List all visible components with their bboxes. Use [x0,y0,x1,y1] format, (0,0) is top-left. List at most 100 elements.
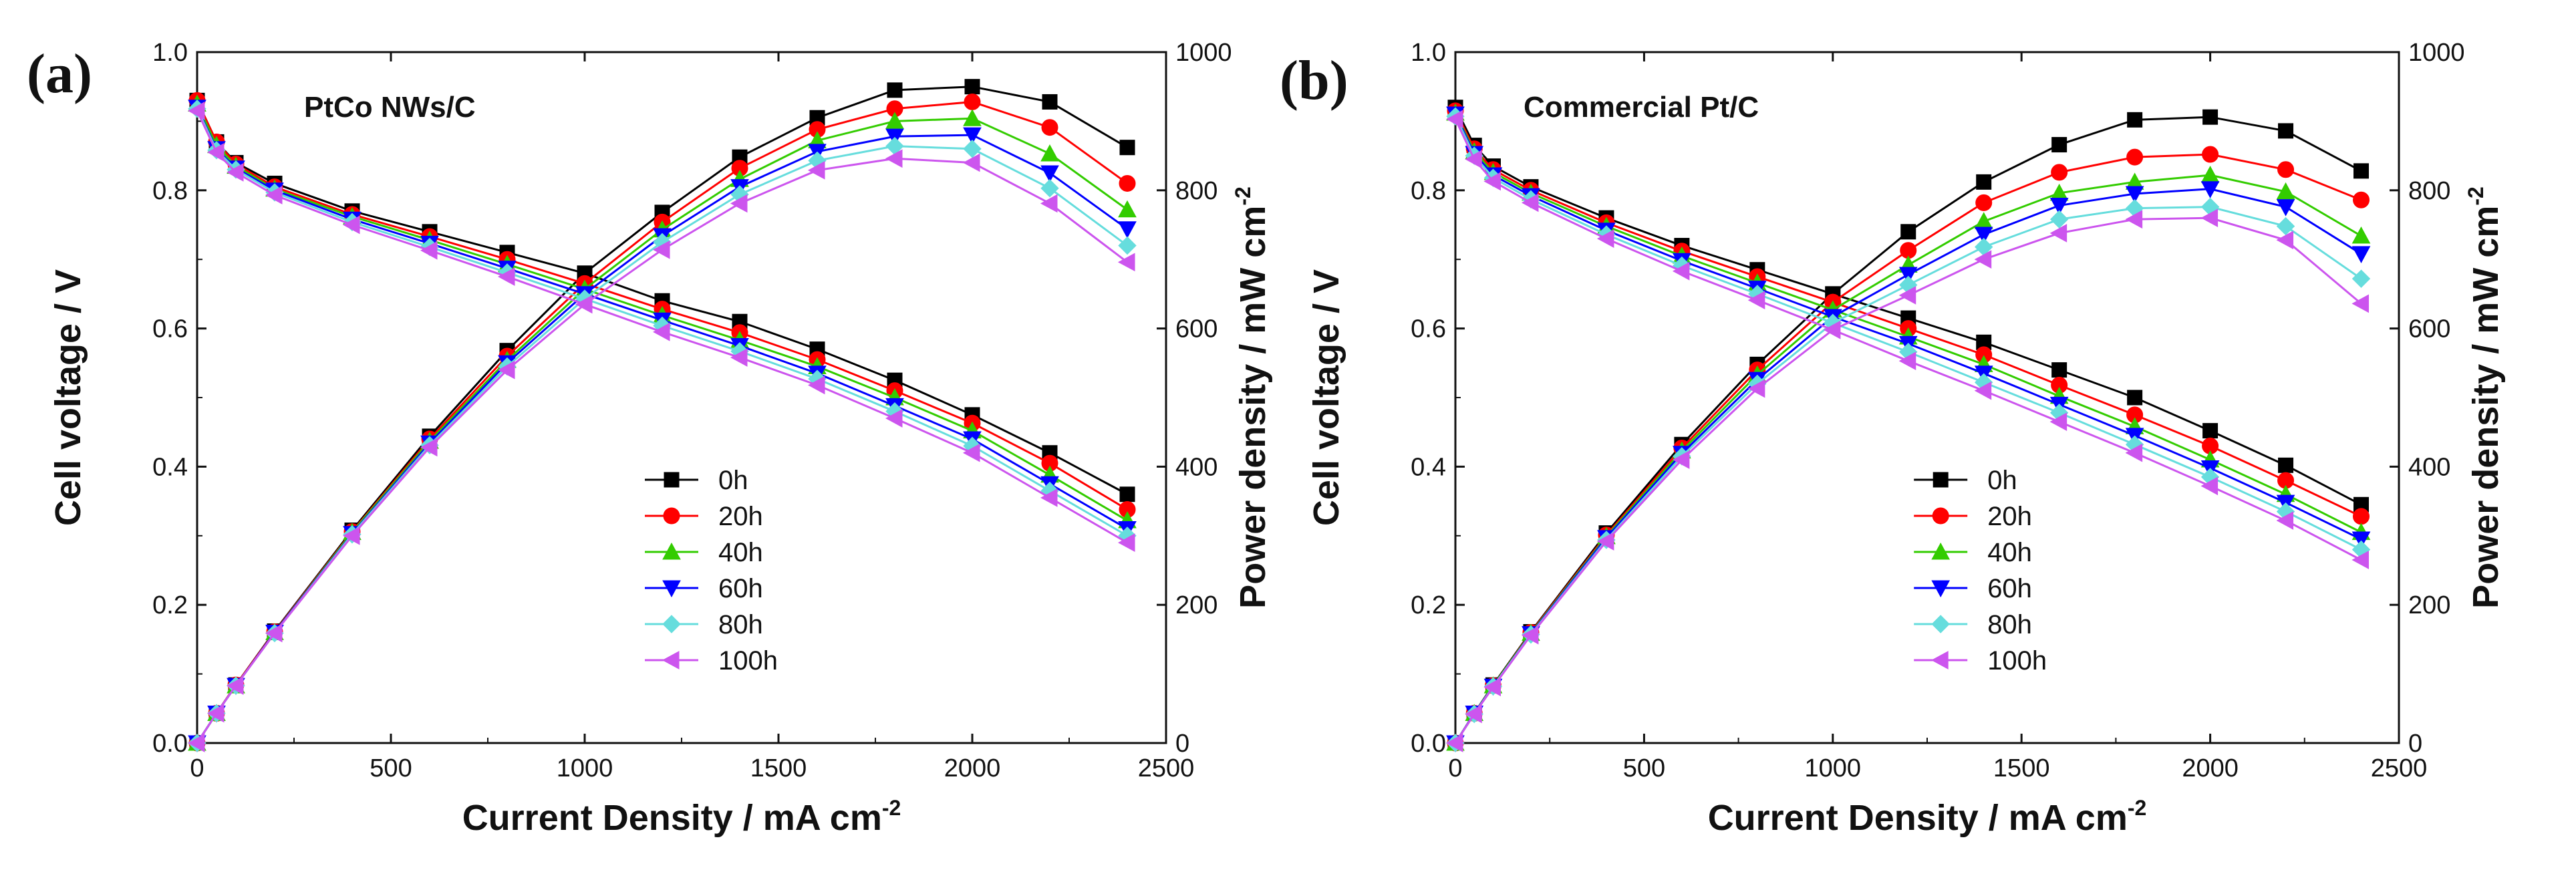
power-point-40h [885,112,904,129]
y2-tick-label: 0 [1175,730,1189,758]
legend-marker-100h [662,651,680,670]
voltage-point-0h [2202,423,2219,439]
voltage-point-100h [2049,412,2067,432]
power-point-20h [2353,191,2370,208]
y2-axis-label-text: Power density / mW cm [1233,206,1273,609]
voltage-point-60h [2351,531,2371,549]
voltage-point-100h [2276,511,2294,530]
voltage-point-100h [1483,172,1501,191]
power-point-100h [206,704,225,723]
voltage-point-0h [1119,486,1135,502]
panel-a-legend: 0h 20h 40h 60h 80h 100h [645,466,778,676]
power-point-60h [1974,227,1993,245]
power-point-100h [2200,208,2219,227]
power-point-20h [2202,146,2219,163]
voltage-point-100h [1747,291,1765,310]
power-line-0h [196,86,1128,744]
power-point-100h [187,734,205,752]
y2-tick-label: 200 [1175,591,1218,619]
power-point-100h [2049,224,2067,243]
y2-axis-label: Power density / mW cm-2 [2464,186,2506,609]
x-tick-label: 2500 [2371,754,2428,782]
power-point-100h [885,149,903,168]
power-point-60h [2200,181,2220,198]
power-point-100h [1483,678,1501,697]
voltage-point-20h [2353,508,2370,525]
x-tick-label: 2000 [944,754,1001,782]
power-point-20h [2277,161,2295,178]
legend-label-100h: 100h [1987,646,2047,676]
panel-a-title: PtCo NWs/C [304,91,476,124]
power-point-0h [964,79,980,95]
series-20h [188,92,1136,752]
power-point-80h [2351,269,2371,288]
power-point-20h [2051,164,2068,181]
legend-marker-20h [1932,507,1949,525]
power-point-40h [2351,226,2371,244]
panel-b: (b) Commercial Pt/C 0h 20h 40h 60h 80h 100h 0… [1280,39,2506,838]
x-axis-label: Current Density / mA cm-2 [462,796,901,838]
x-tick-label: 0 [190,754,204,782]
voltage-point-100h [2125,443,2143,462]
power-point-0h [1042,94,1058,110]
power-point-60h [963,127,982,145]
power-point-0h [2202,109,2219,125]
legend-marker-0h [1933,472,1949,488]
voltage-point-100h [807,376,825,395]
y-tick-label: 0.6 [152,315,188,343]
y-tick-label: 0.8 [1411,177,1446,205]
y-tick-label: 0.6 [1411,315,1446,343]
power-point-40h [963,109,982,126]
voltage-point-100h [1040,488,1058,507]
y2-tick-label: 600 [1175,315,1218,343]
panel-b-title: Commercial Pt/C [1524,91,1759,124]
series-40h [1446,103,2371,751]
power-point-0h [1119,140,1135,156]
power-point-100h [1040,194,1058,213]
y2-axis-label-superscript: -2 [1231,186,1255,205]
legend-marker-0h [664,472,680,488]
x-tick-label: 1500 [1993,754,2050,782]
voltage-point-100h [1672,261,1690,281]
y2-tick-label: 400 [1175,453,1218,481]
voltage-point-100h [226,163,244,182]
voltage-point-100h [730,348,748,367]
power-point-100h [1823,320,1841,339]
power-point-100h [420,438,438,457]
power-point-40h [2276,182,2295,200]
y-tick-label: 0.0 [152,730,188,758]
panel-a-label: (a) [27,43,92,105]
y-tick-label: 0.0 [1411,730,1446,758]
power-point-60h [2125,186,2144,204]
power-point-100h [1596,532,1614,551]
y-tick-label: 0.2 [152,591,188,619]
power-point-100h [2276,231,2294,250]
power-point-80h [2276,216,2295,236]
y-axis-label: Cell voltage / V [1306,269,1346,526]
power-point-100h [1747,379,1765,398]
y2-tick-label: 1000 [1175,39,1232,67]
power-point-0h [1900,224,1916,240]
legend-marker-40h [662,542,681,560]
power-point-60h [1118,221,1137,239]
voltage-point-100h [1465,150,1482,169]
power-point-0h [2051,137,2067,153]
x-tick-label: 500 [370,754,412,782]
y2-tick-label: 0 [2408,730,2422,758]
power-point-60h [2351,246,2371,263]
legend-marker-100h [1931,651,1949,670]
voltage-point-0h [2127,390,2143,406]
voltage-point-100h [342,215,360,235]
power-point-100h [730,194,748,213]
power-point-100h [962,153,980,172]
power-point-20h [964,93,981,110]
y-tick-label: 0.8 [152,177,188,205]
power-point-20h [2126,148,2144,166]
series-20h [1447,102,2370,752]
y2-axis-label-superscript: -2 [2464,186,2488,205]
voltage-point-100h [652,322,670,341]
voltage-point-100h [1974,381,1992,400]
power-point-100h [1445,734,1463,752]
power-point-100h [1672,450,1690,469]
voltage-point-100h [497,267,515,286]
